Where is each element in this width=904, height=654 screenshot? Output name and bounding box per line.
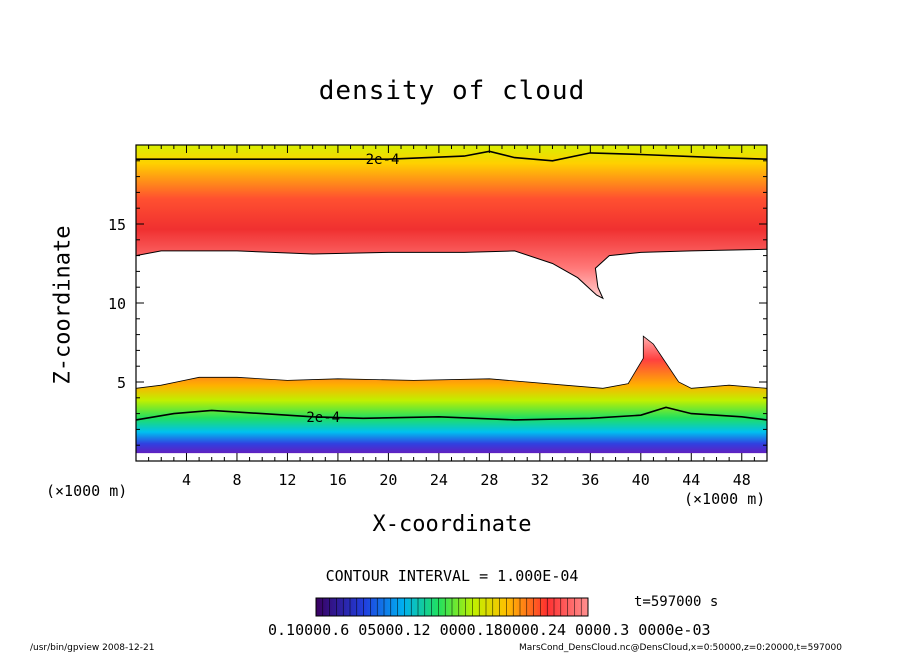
x-tick-label: 16 xyxy=(329,471,347,489)
x-tick-label: 36 xyxy=(581,471,599,489)
y-tick-label: 10 xyxy=(108,295,126,313)
contour-label-upper: 2e-4 xyxy=(366,152,400,168)
chart-canvas: 2e-42e-4 4 8 12 16 20 24 28 32 36 40 44 4851015 xyxy=(0,0,904,654)
x-tick-label: 32 xyxy=(531,471,549,489)
lower-cloud-layer xyxy=(136,336,767,453)
x-tick-label: 20 xyxy=(379,471,397,489)
contour-label-lower: 2e-4 xyxy=(306,410,340,426)
x-tick-label: 4 xyxy=(182,471,191,489)
x-tick-label: 28 xyxy=(480,471,498,489)
upper-cloud-layer xyxy=(136,145,767,298)
contour-line-upper-base xyxy=(136,249,767,298)
y-tick-label: 5 xyxy=(117,374,126,392)
x-tick-label: 24 xyxy=(430,471,448,489)
y-tick-label: 15 xyxy=(108,216,126,234)
x-tick-label: 8 xyxy=(232,471,241,489)
x-tick-label: 40 xyxy=(632,471,650,489)
x-tick-label: 44 xyxy=(682,471,700,489)
x-tick-label: 12 xyxy=(278,471,296,489)
x-tick-label: 48 xyxy=(733,471,751,489)
